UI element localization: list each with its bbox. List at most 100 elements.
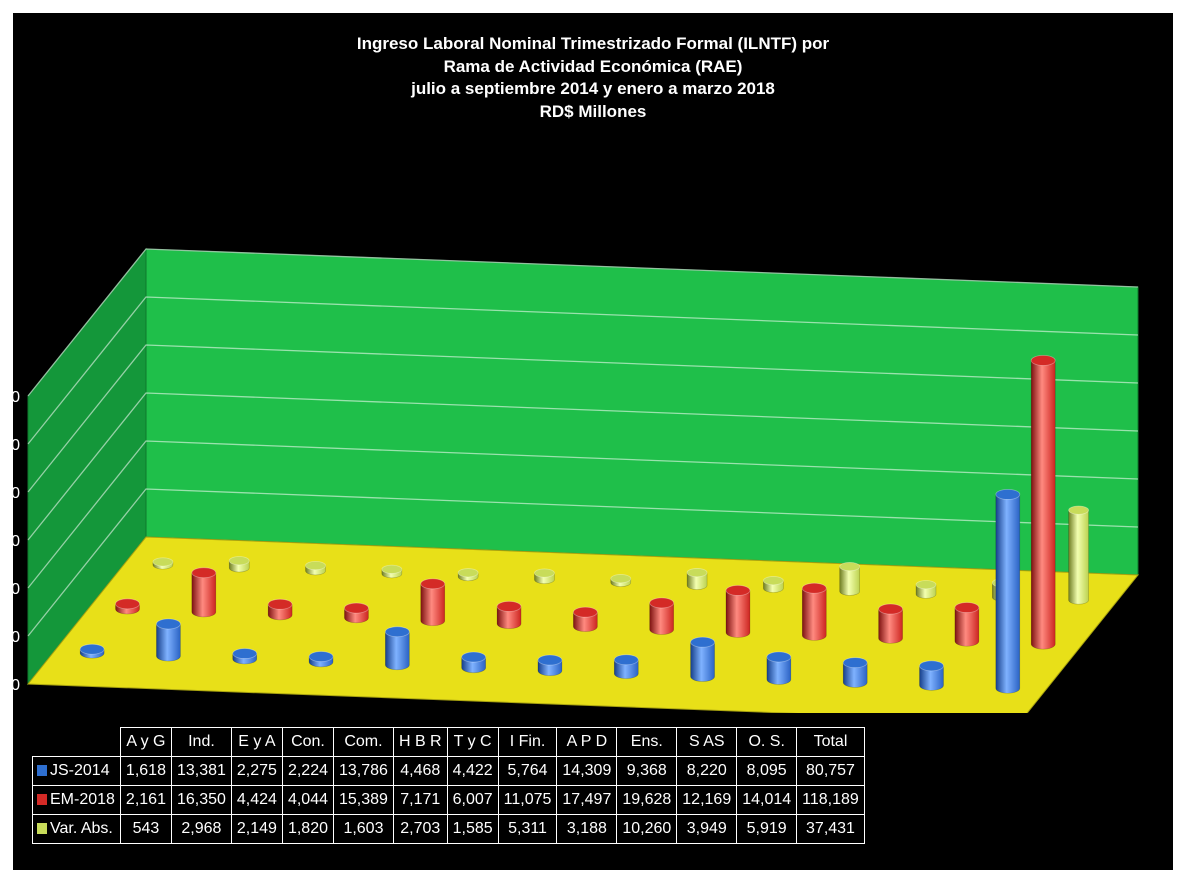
column-header-con: Con. <box>281 727 335 757</box>
data-label-js-2014-t-y-c: 4,422 <box>446 756 499 786</box>
legend-label: EM-2018 <box>50 791 115 808</box>
data-label-em-2018-s-as: 12,169 <box>676 785 738 815</box>
chart-title: Ingreso Laboral Nominal Trimestrizado Fo… <box>13 33 1173 123</box>
data-label-js-2014-com: 13,786 <box>333 756 394 786</box>
gridline <box>27 488 1139 637</box>
bar-js-2014-h-b-r <box>461 651 487 674</box>
column-header-i-fin: I Fin. <box>497 727 558 757</box>
bar-var-abs-a-p-d <box>762 576 784 593</box>
bar-em-2018-ind <box>191 567 217 618</box>
data-label-var-abs-ens: 10,260 <box>616 814 678 844</box>
data-label-em-2018-ens: 19,628 <box>616 785 678 815</box>
table-corner <box>32 727 121 757</box>
data-label-js-2014-s-as: 8,220 <box>676 756 738 786</box>
bar-em-2018-e-y-a <box>267 598 293 621</box>
bar-js-2014-a-y-g <box>79 643 105 659</box>
bar-var-abs-ind <box>228 556 250 573</box>
gridline <box>27 248 1139 397</box>
bar-em-2018-i-fin <box>649 597 675 635</box>
column-header-total: Total <box>796 727 865 757</box>
y-tick-label: 120,000 <box>13 389 20 406</box>
bars <box>79 355 1090 694</box>
column-header-a-y-g: A y G <box>119 727 172 757</box>
data-label-em-2018-con: 4,044 <box>281 785 335 815</box>
data-label-em-2018-h-b-r: 7,171 <box>392 785 448 815</box>
column-header-ens: Ens. <box>616 727 678 757</box>
chart-title-line-1: Ingreso Laboral Nominal Trimestrizado Fo… <box>356 34 830 53</box>
data-label-var-abs-h-b-r: 2,703 <box>392 814 448 844</box>
data-label-var-abs-o-s: 5,919 <box>736 814 798 844</box>
chart-title-line-3: julio a septiembre 2014 y enero a marzo … <box>411 79 775 98</box>
bar-em-2018-con <box>344 602 369 624</box>
data-label-var-abs-t-y-c: 1,585 <box>446 814 499 844</box>
data-label-var-abs-a-p-d: 3,188 <box>556 814 618 844</box>
bar-js-2014-i-fin <box>613 654 639 679</box>
y-tick-label: 40,000 <box>13 581 20 598</box>
legend-swatch <box>37 765 47 776</box>
bar-js-2014-con <box>308 651 334 668</box>
bar-em-2018-com <box>420 578 446 627</box>
y-axis: 0 20,000 40,000 60,000 80,000 100,000 120,000 <box>13 389 20 694</box>
bar-var-abs-total <box>1068 505 1090 605</box>
data-label-js-2014-total: 80,757 <box>796 756 865 786</box>
bar-em-2018-total <box>1030 355 1056 650</box>
column-header-ind: Ind. <box>170 727 232 757</box>
bar-js-2014-com <box>384 626 410 671</box>
bar-js-2014-t-y-c <box>537 654 563 676</box>
data-label-var-abs-total: 37,431 <box>796 814 865 844</box>
data-label-em-2018-a-p-d: 17,497 <box>556 785 618 815</box>
data-label-js-2014-con: 2,224 <box>281 756 335 786</box>
column-header-e-y-a: E y A <box>230 727 283 757</box>
data-label-em-2018-a-y-g: 2,161 <box>119 785 172 815</box>
bar-js-2014-o-s <box>919 660 944 691</box>
data-label-js-2014-i-fin: 5,764 <box>497 756 558 786</box>
y-tick-label: 20,000 <box>13 629 20 646</box>
bar-js-2014-a-p-d <box>690 636 715 682</box>
chart-title-line-2: Rama de Actividad Económica (RAE) <box>443 56 743 76</box>
data-label-var-abs-con: 1,820 <box>281 814 335 844</box>
data-label-var-abs-ind: 2,968 <box>170 814 232 844</box>
bar-em-2018-h-b-r <box>496 600 522 629</box>
legend-swatch <box>37 794 47 805</box>
bar-var-abs-ens <box>839 562 861 596</box>
gridline <box>27 296 1139 445</box>
table-row-js-2014: JS-2014 1,618 13,381 2,275 2,224 13,786 4,468 4… <box>32 756 865 786</box>
chart-area: Ingreso Laboral Nominal Trimestrizado Fo… <box>13 13 1173 870</box>
data-label-var-abs-e-y-a: 2,149 <box>230 814 283 844</box>
legend-entry-em-2018: EM-2018 <box>32 785 121 815</box>
bar-em-2018-t-y-c <box>572 606 598 632</box>
data-label-var-abs-com: 1,603 <box>333 814 394 844</box>
data-label-var-abs-a-y-g: 543 <box>119 814 172 844</box>
bar-var-abs-a-y-g <box>152 557 174 570</box>
gridlines <box>27 248 1139 637</box>
column-header-h-b-r: H B R <box>392 727 448 757</box>
chart-title-line-4: RD$ Millones <box>539 101 647 121</box>
column-header-com: Com. <box>333 727 394 757</box>
legend-swatch <box>37 823 47 834</box>
data-label-em-2018-ind: 16,350 <box>170 785 232 815</box>
data-label-js-2014-o-s: 8,095 <box>736 756 798 786</box>
data-label-em-2018-e-y-a: 4,424 <box>230 785 283 815</box>
bar-var-abs-i-fin <box>686 568 708 590</box>
column-header-o-s: O. S. <box>736 727 798 757</box>
data-label-js-2014-ens: 9,368 <box>616 756 678 786</box>
bar-var-abs-s-as <box>915 580 937 599</box>
legend-entry-var-abs: Var. Abs. <box>32 814 121 844</box>
y-tick-label: 80,000 <box>13 485 20 502</box>
legend-label: Var. Abs. <box>50 820 113 837</box>
column-header-s-as: S AS <box>676 727 738 757</box>
data-label-js-2014-a-y-g: 1,618 <box>119 756 172 786</box>
bar-em-2018-ens <box>801 582 827 641</box>
y-tick-label: 60,000 <box>13 533 20 550</box>
bar-js-2014-s-as <box>842 657 868 688</box>
bar-em-2018-s-as <box>878 603 903 644</box>
bar-var-abs-t-y-c <box>610 574 632 587</box>
column-header-t-y-c: T y C <box>446 727 499 757</box>
y-tick-label: 0 <box>13 677 20 694</box>
data-label-js-2014-a-p-d: 14,309 <box>556 756 618 786</box>
legend-entry-js-2014: JS-2014 <box>32 756 121 786</box>
table-row-em-2018: EM-2018 2,161 16,350 4,424 4,044 15,389 7,171 6… <box>32 785 865 815</box>
bar-var-abs-e-y-a <box>305 561 326 576</box>
